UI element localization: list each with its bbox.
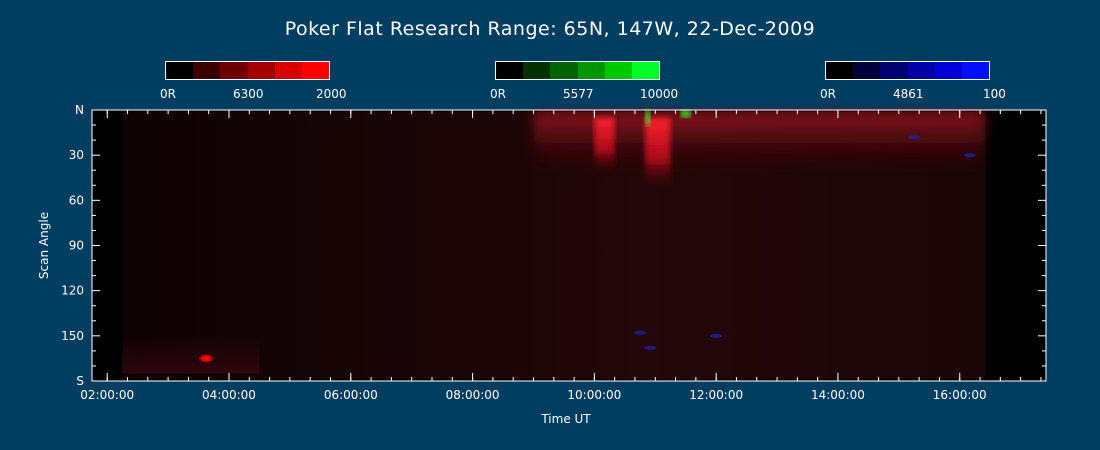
colorbar-swatch [523,62,551,79]
colorbar-swatch [961,62,990,79]
y-tick-label: 120 [61,284,84,298]
colorbar-swatch [631,62,660,79]
red-burst-feature [594,117,615,171]
blue-speck [908,135,921,140]
colorbar-5577 [495,61,660,80]
colorbar-swatch [247,62,275,79]
green-burst-feature [645,110,651,126]
x-tick-label: 12:00:00 [689,388,743,402]
colorbar-swatch [934,62,962,79]
colorbar-6300-mid-label: 6300 [233,87,264,101]
colorbar-5577-mid-label: 5577 [563,87,594,101]
colorbar-swatch [166,62,194,79]
colorbar-6300-max-label: 2000 [316,87,347,101]
y-tick-label: 90 [69,239,84,253]
colorbar-swatch [604,62,632,79]
x-tick-label: 08:00:00 [446,388,500,402]
y-tick-label: S [76,374,84,388]
x-axis-label: Time UT [540,412,591,426]
colorbar-5577-min-label: 0R [490,87,506,101]
blue-speck [644,345,657,350]
colorbar-swatch [301,62,330,79]
x-tick-label: 06:00:00 [324,388,378,402]
colorbar-swatch [220,62,248,79]
x-tick-label: 16:00:00 [933,388,987,402]
blue-speck [634,330,647,335]
blue-speck [963,153,976,158]
blue-speck [710,333,723,338]
colorbar-swatch [274,62,302,79]
y-tick-label: 30 [69,148,84,162]
x-tick-label: 10:00:00 [567,388,621,402]
colorbar-4861 [825,61,990,80]
red-burst-feature [645,117,671,186]
colorbar-5577-max-label: 10000 [640,87,679,101]
red-spot-feature [198,353,215,363]
colorbar-6300-min-label: 0R [160,87,176,101]
x-tick-label: 04:00:00 [202,388,256,402]
x-tick-label: 02:00:00 [80,388,134,402]
heatmap-image [92,110,1046,381]
colorbar-4861-max-label: 100 [983,87,1006,101]
colorbar-swatch [193,62,221,79]
colorbar-6300 [165,61,330,80]
colorbar-swatch [907,62,935,79]
x-tick-label: 14:00:00 [811,388,865,402]
colorbar-4861-min-label: 0R [820,87,836,101]
colorbar-swatch [826,62,854,79]
colorbar-4861-mid-label: 4861 [893,87,924,101]
colorbar-swatch [496,62,524,79]
y-tick-label: 60 [69,193,84,207]
y-tick-label: N [75,103,84,117]
colorbar-swatch [577,62,605,79]
colorbar-swatch [550,62,578,79]
colorbar-swatch [853,62,881,79]
y-tick-label: 150 [61,329,84,343]
low-elevation-band [122,335,260,374]
green-burst-feature [680,110,691,118]
chart-title: Poker Flat Research Range: 65N, 147W, 22… [284,18,816,40]
plot-axes: 02:00:00 04:00:00 06:00:00 08:00:00 10:00:00… [37,103,1047,426]
colorbar-swatch [880,62,908,79]
y-axis-label: Scan Angle [37,212,51,279]
